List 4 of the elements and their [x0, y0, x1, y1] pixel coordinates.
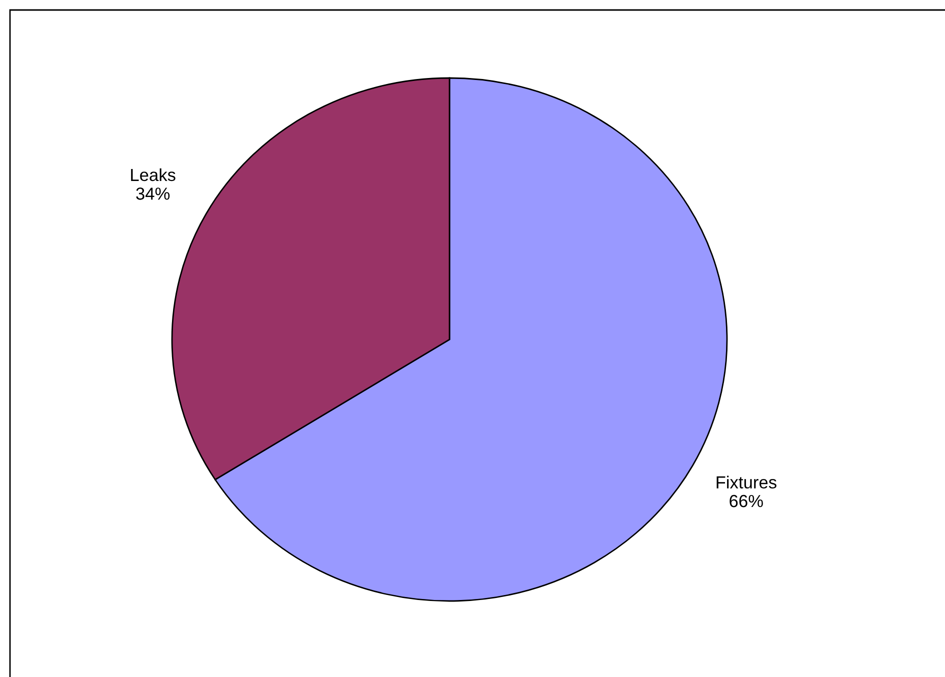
data-label: 66% — [730, 494, 763, 508]
data-label: 34% — [136, 188, 170, 200]
slice-label: Leaks — [131, 168, 176, 182]
slice-label: Fixtures — [716, 476, 776, 489]
